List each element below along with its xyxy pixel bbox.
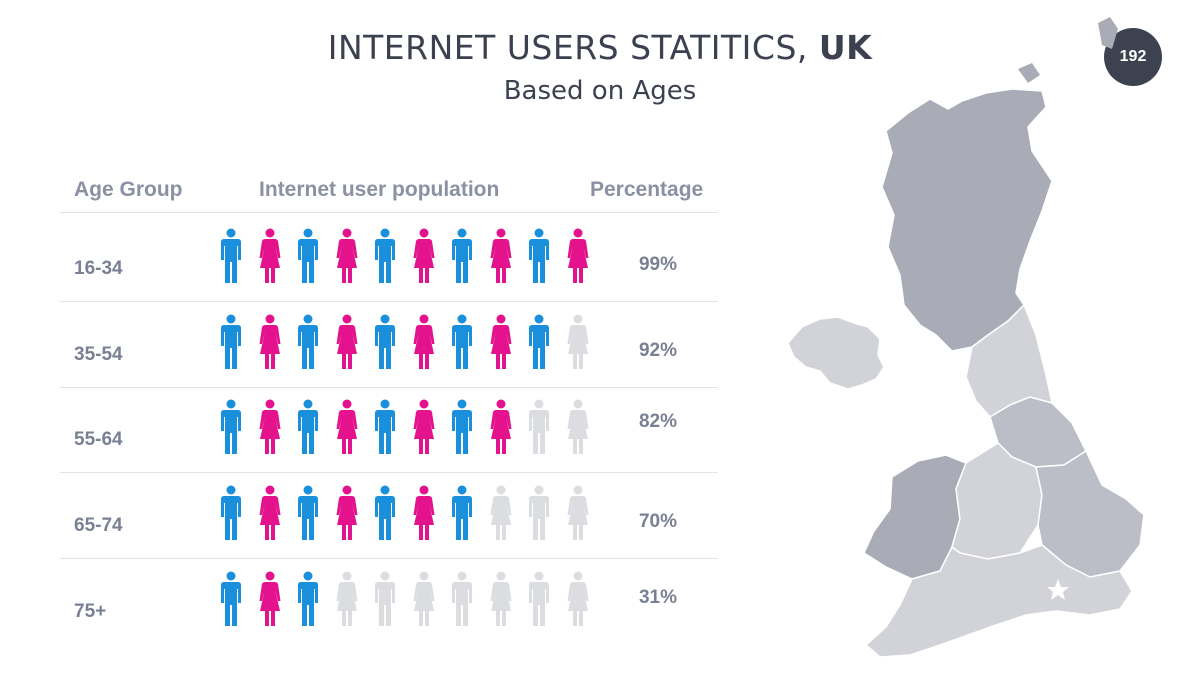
male-person-icon (221, 571, 241, 626)
female-person-icon (490, 399, 511, 454)
divider (60, 301, 718, 302)
female-person-icon (413, 571, 434, 626)
male-person-icon (298, 314, 318, 369)
column-header-percentage: Percentage (590, 178, 704, 201)
population-icons (220, 571, 600, 627)
female-person-icon (259, 228, 280, 283)
population-icons (220, 399, 600, 455)
age-group-label: 16-34 (74, 258, 123, 279)
female-person-icon (567, 485, 588, 540)
male-person-icon (221, 314, 241, 369)
divider (60, 387, 718, 388)
divider (60, 558, 718, 559)
female-person-icon (413, 399, 434, 454)
female-person-icon (259, 314, 280, 369)
map-region-south-england (864, 544, 1133, 658)
female-person-icon (413, 228, 434, 283)
male-person-icon (452, 485, 472, 540)
percentage-value: 99% (638, 254, 678, 275)
female-person-icon (336, 314, 357, 369)
male-person-icon (375, 399, 395, 454)
female-person-icon (567, 314, 588, 369)
percentage-value: 31% (638, 587, 678, 608)
female-person-icon (490, 314, 511, 369)
divider (60, 212, 718, 213)
female-person-icon (490, 228, 511, 283)
female-person-icon (567, 571, 588, 626)
divider (60, 472, 718, 473)
male-person-icon (529, 399, 549, 454)
column-header-population: Internet user population (259, 178, 500, 201)
page-subtitle: Based on Ages (503, 76, 697, 106)
female-person-icon (567, 228, 588, 283)
male-person-icon (221, 485, 241, 540)
male-person-icon (375, 228, 395, 283)
map-region-scotland (881, 88, 1053, 352)
female-person-icon (259, 399, 280, 454)
male-person-icon (529, 228, 549, 283)
title-bold: UK (818, 28, 873, 67)
male-person-icon (529, 485, 549, 540)
age-group-label: 55-64 (74, 429, 123, 450)
map-region-islands (1098, 17, 1118, 49)
title-main: INTERNET USERS STATITICS, (327, 28, 819, 67)
population-icons (220, 485, 600, 541)
male-person-icon (298, 485, 318, 540)
percentage-value: 92% (638, 340, 678, 361)
male-person-icon (529, 571, 549, 626)
female-person-icon (336, 399, 357, 454)
percentage-value: 70% (638, 511, 678, 532)
male-person-icon (529, 314, 549, 369)
male-person-icon (452, 314, 472, 369)
male-person-icon (452, 228, 472, 283)
female-person-icon (336, 228, 357, 283)
female-person-icon (259, 571, 280, 626)
female-person-icon (413, 314, 434, 369)
female-person-icon (413, 485, 434, 540)
population-icons (220, 314, 600, 370)
female-person-icon (490, 485, 511, 540)
male-person-icon (298, 228, 318, 283)
star-icon (1047, 579, 1069, 600)
population-icons (220, 228, 600, 284)
male-person-icon (298, 399, 318, 454)
age-group-label: 35-54 (74, 344, 123, 365)
column-header-age: Age Group (74, 178, 183, 201)
male-person-icon (452, 571, 472, 626)
uk-map (787, 17, 1145, 658)
male-person-icon (452, 399, 472, 454)
percentage-value: 82% (638, 411, 678, 432)
male-person-icon (221, 399, 241, 454)
female-person-icon (336, 485, 357, 540)
female-person-icon (336, 571, 357, 626)
male-person-icon (375, 314, 395, 369)
male-person-icon (375, 571, 395, 626)
male-person-icon (221, 228, 241, 283)
female-person-icon (567, 399, 588, 454)
page-title: INTERNET USERS STATITICS, UK (250, 28, 950, 67)
age-group-label: 65-74 (74, 515, 123, 536)
male-person-icon (298, 571, 318, 626)
male-person-icon (375, 485, 395, 540)
map-region-northern-ireland (787, 316, 885, 390)
age-group-label: 75+ (74, 601, 107, 622)
map-region-east-england (1035, 449, 1145, 578)
female-person-icon (490, 571, 511, 626)
female-person-icon (259, 485, 280, 540)
